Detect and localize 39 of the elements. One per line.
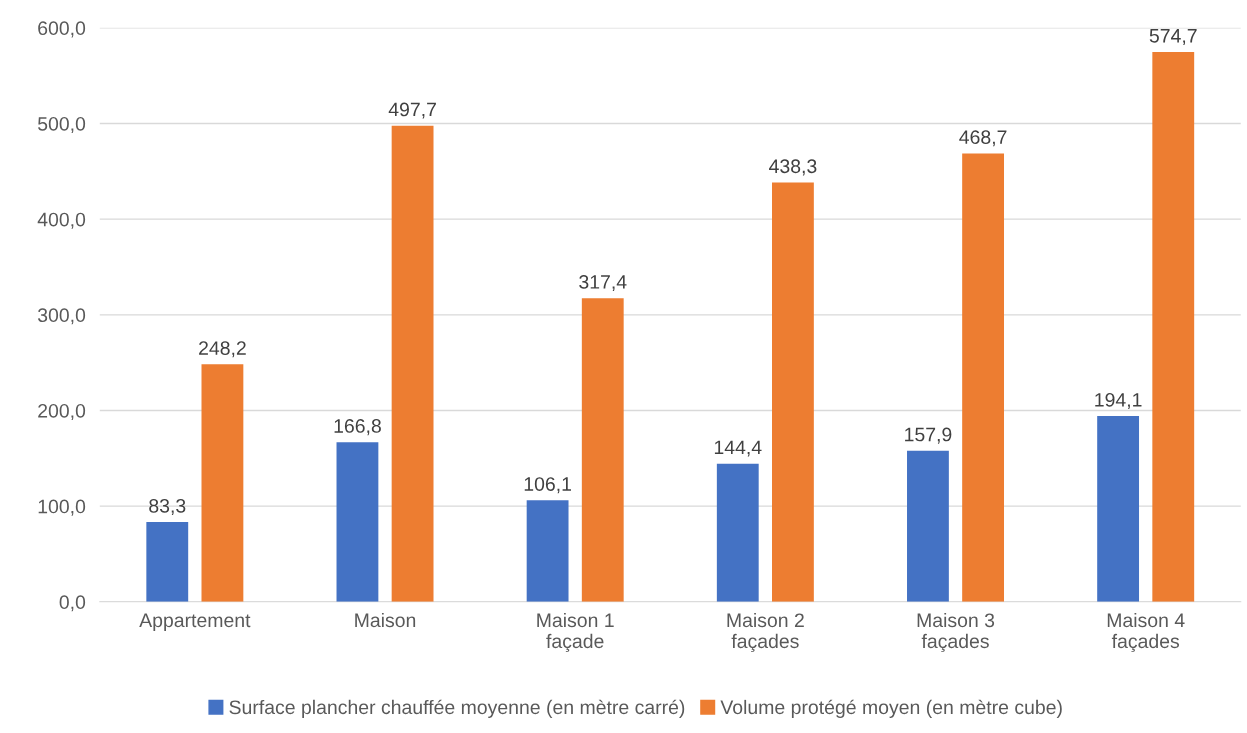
data-label: 438,3 [769, 159, 817, 176]
y-tick-label: 200,0 [38, 403, 86, 421]
bar [526, 500, 569, 602]
data-label: 497,7 [388, 102, 436, 119]
data-label: 106,1 [524, 477, 571, 494]
bar [1097, 416, 1140, 602]
bar [1152, 52, 1195, 602]
y-tick-label: 500,0 [38, 116, 86, 134]
x-tick-label: Appartement [139, 613, 251, 632]
x-tick-label: Maison 1 façade [537, 612, 614, 653]
bar [201, 364, 244, 602]
bar [581, 298, 624, 602]
data-label: 157,9 [905, 427, 952, 444]
y-tick-label: 0,0 [59, 595, 86, 612]
y-tick-label: 400,0 [37, 212, 86, 229]
data-label: 83,3 [149, 498, 186, 516]
bar [336, 442, 379, 602]
data-label: 144,4 [714, 440, 762, 457]
data-label: 248,2 [199, 341, 246, 358]
bar [716, 463, 759, 602]
y-tick-label: 600,0 [38, 21, 86, 38]
data-label: 194,1 [1095, 392, 1142, 410]
bar [962, 153, 1005, 602]
x-tick-label: Maison 2 façades [727, 612, 804, 653]
data-label: 317,4 [579, 275, 627, 292]
x-tick-label: Maison 4 façades [1107, 612, 1185, 653]
legend-label: Surface plancher chauffée moyenne (en mètre carré) [229, 699, 685, 718]
x-tick-label: Maison [355, 612, 416, 628]
bar [391, 125, 434, 602]
y-tick-label: 300,0 [37, 308, 86, 325]
bar [772, 182, 814, 602]
x-tick-label: Maison 3 façades [917, 612, 995, 653]
data-label: 574,7 [1149, 29, 1197, 45]
data-label: 166,8 [334, 419, 381, 436]
bar [907, 450, 949, 602]
bar [146, 522, 189, 602]
y-tick-label: 100,0 [38, 499, 86, 516]
legend-label: Volume protégé moyen (en mètre cube) [720, 699, 1062, 718]
data-label: 468,7 [959, 130, 1007, 147]
